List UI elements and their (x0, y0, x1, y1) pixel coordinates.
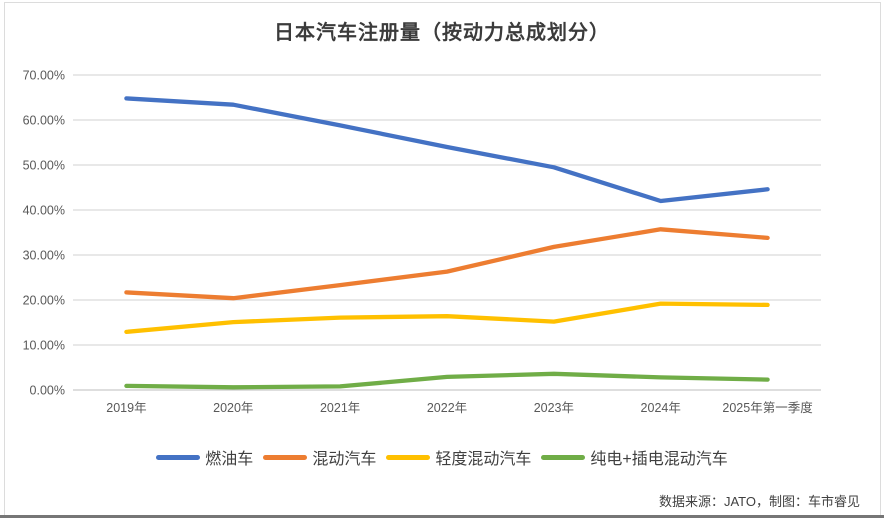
y-axis-tick-label: 40.00% (23, 204, 65, 218)
y-axis-tick-label: 70.00% (23, 69, 65, 83)
chart-legend: 燃油车 混动汽车 轻度混动汽车 纯电+插电混动汽车 (0, 444, 884, 470)
source-note: 数据来源：JATO，制图：车市睿见 (658, 494, 860, 509)
y-axis-tick-label: 30.00% (23, 249, 65, 263)
x-axis-tick-label: 2021年 (320, 401, 360, 415)
legend-line-swatch-mild-hybrid (386, 454, 431, 460)
legend-label: 混动汽车 (312, 451, 377, 468)
chart-title: 日本汽车注册量（按动力总成划分） (274, 22, 610, 44)
legend-line-swatch-hybrid (263, 454, 308, 460)
x-axis-tick-label: 2024年 (641, 401, 681, 415)
y-axis-tick-label: 20.00% (23, 294, 65, 308)
series-line-fuel (124, 96, 770, 204)
bottom-divider (0, 515, 884, 518)
y-axis-tick-label: 0.00% (30, 384, 65, 398)
legend-line-swatch-bev-phev (541, 454, 586, 460)
legend-label: 燃油车 (205, 451, 254, 468)
series-line-mild-hybrid (124, 301, 770, 335)
legend-label: 纯电+插电混动汽车 (590, 451, 728, 468)
legend-item-hybrid: 混动汽车 (263, 445, 376, 469)
series-line-bev-phev (124, 371, 770, 390)
x-axis-tick-label: 2022年 (427, 401, 467, 415)
y-axis-tick-label: 10.00% (23, 339, 65, 353)
y-axis-tick-label: 60.00% (23, 114, 65, 128)
legend-item-fuel: 燃油车 (156, 445, 253, 469)
legend-label: 轻度混动汽车 (435, 451, 532, 468)
legend-item-bev-phev: 纯电+插电混动汽车 (541, 445, 728, 469)
x-axis-tick-label: 2019年 (106, 401, 146, 415)
legend-line-swatch-fuel (156, 454, 201, 460)
x-axis-tick-label: 2023年 (534, 401, 574, 415)
x-axis-tick-label: 2020年 (213, 401, 253, 415)
line-chart-svg: 0.00% 10.00% 20.00% 30.00% 40.00% 50.00% 60.00… (23, 69, 821, 415)
legend-item-mild-hybrid: 轻度混动汽车 (386, 445, 531, 469)
series-line-hybrid (124, 227, 770, 301)
x-axis-tick-label: 2025年第一季度 (722, 400, 813, 415)
y-axis-tick-label: 50.00% (23, 159, 65, 173)
